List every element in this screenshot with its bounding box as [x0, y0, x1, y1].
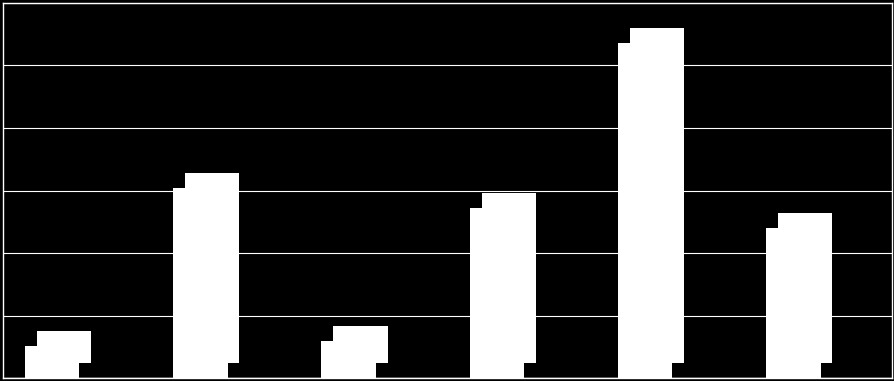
Bar — [321, 341, 375, 378]
Bar — [629, 28, 683, 363]
Bar — [25, 346, 80, 378]
Bar — [617, 43, 671, 378]
Bar — [37, 331, 91, 363]
Bar — [777, 213, 831, 363]
Bar — [765, 228, 820, 378]
Bar — [173, 187, 227, 378]
Bar — [481, 193, 536, 363]
Bar — [469, 208, 524, 378]
Bar — [333, 326, 387, 363]
Bar — [185, 173, 240, 363]
